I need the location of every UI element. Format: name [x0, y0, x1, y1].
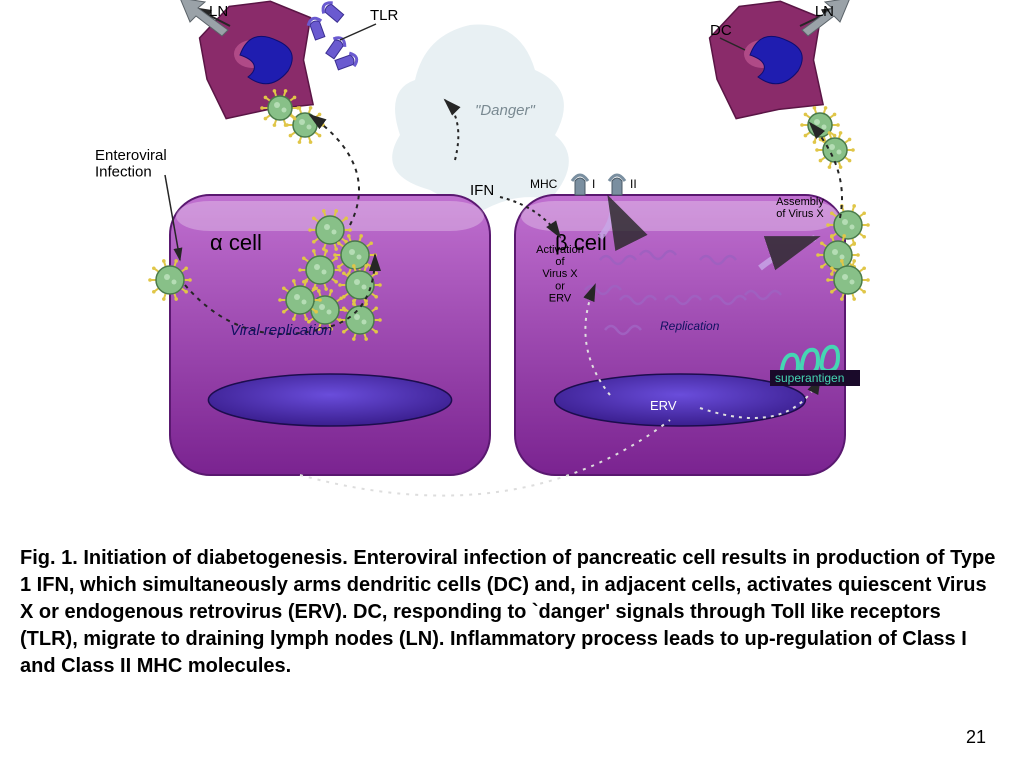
svg-text:Assemblyof Virus X: Assemblyof Virus X	[776, 196, 824, 220]
svg-text:TLR: TLR	[370, 7, 399, 24]
tlr-receptor-icon	[334, 51, 359, 71]
figure-caption: Fig. 1. Initiation of diabetogenesis. En…	[20, 545, 1000, 680]
mhc-icon	[572, 175, 588, 195]
svg-text:LN: LN	[209, 3, 228, 20]
svg-text:α cell: α cell	[210, 230, 262, 255]
tlr-receptor-icon	[320, 0, 345, 24]
dendritic-cell	[180, 0, 313, 119]
beta-cell-nucleus	[555, 374, 806, 426]
svg-text:superantigen: superantigen	[775, 371, 844, 385]
svg-text:I: I	[592, 177, 595, 191]
page-number: 21	[966, 727, 986, 748]
svg-text:DC: DC	[710, 22, 732, 39]
svg-text:MHC: MHC	[530, 177, 558, 191]
svg-text:EnteroviralInfection: EnteroviralInfection	[95, 147, 167, 181]
svg-text:LN: LN	[815, 3, 834, 20]
svg-text:IFN: IFN	[470, 182, 494, 199]
svg-text:Replication: Replication	[660, 319, 720, 333]
svg-text:ERV: ERV	[650, 398, 677, 413]
mhc-icon	[609, 175, 625, 195]
svg-text:"Danger": "Danger"	[475, 102, 536, 119]
alpha-cell-nucleus	[208, 374, 451, 426]
svg-text:Viral replication: Viral replication	[230, 322, 332, 339]
svg-text:II: II	[630, 177, 637, 191]
